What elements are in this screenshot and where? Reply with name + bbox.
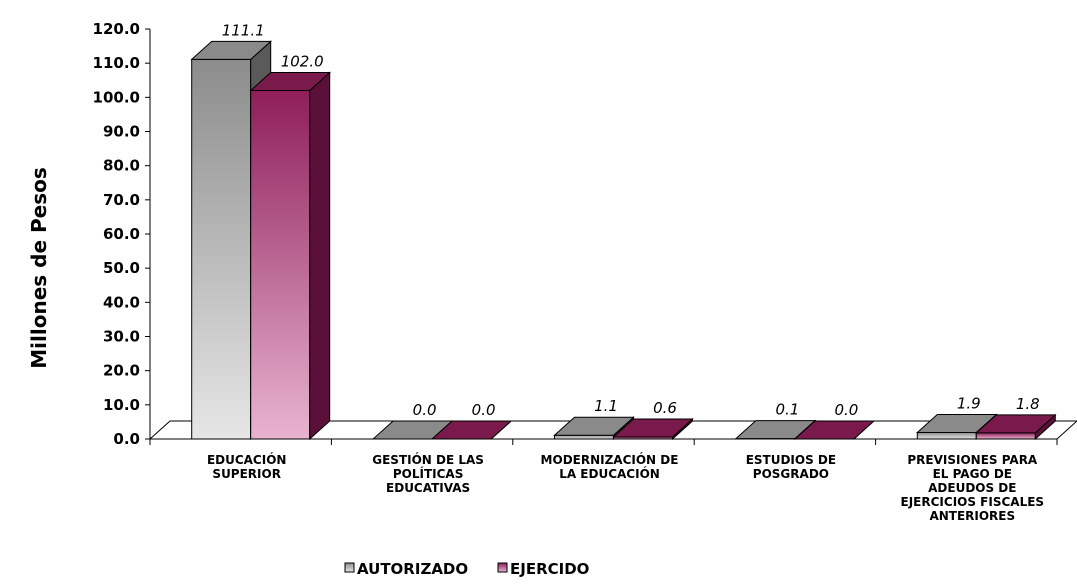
y-tick-label: 100.0 (93, 88, 140, 106)
category-label-line: GESTIÓN DE LAS (372, 452, 484, 467)
y-tick-label: 110.0 (93, 54, 140, 72)
legend: AUTORIZADO EJERCIDO (345, 560, 589, 578)
data-label: 0.0 (413, 401, 437, 419)
y-tick-label: 30.0 (103, 328, 140, 346)
y-tick-label: 90.0 (103, 123, 140, 141)
category-label-line: ANTERIORES (929, 509, 1015, 523)
data-label: 0.0 (472, 401, 496, 419)
data-label: 102.0 (281, 53, 324, 71)
bars (192, 41, 1056, 439)
data-label: 1.8 (1016, 395, 1040, 413)
data-label: 0.6 (653, 399, 677, 417)
y-tick-label: 0.0 (113, 430, 140, 448)
y-tick-label: 50.0 (103, 259, 140, 277)
y-tick-label: 120.0 (93, 20, 140, 38)
category-label-line: EDUCATIVAS (386, 481, 470, 495)
category-label-line: POSGRADO (753, 467, 829, 481)
legend-swatch-autorizado (345, 563, 354, 572)
data-labels: 111.1 102.0 0.0 0.0 1.1 0.6 0.1 0.0 1.9 1.8 (222, 21, 1040, 419)
data-label: 0.1 (775, 401, 799, 419)
category-label-line: PREVISIONES PARA (907, 453, 1038, 467)
category-label-line: LA EDUCACIÓN (559, 466, 660, 481)
y-tick-label: 80.0 (103, 157, 140, 175)
data-label: 1.9 (957, 395, 981, 413)
y-tick-label: 10.0 (103, 396, 140, 414)
legend-swatch-ejercido (498, 563, 507, 572)
bar-ejercido-front (976, 433, 1035, 439)
category-label-line: ADEUDOS DE (928, 481, 1016, 495)
category-label-line: POLÍTICAS (393, 466, 464, 481)
bar-autorizado-front (192, 59, 251, 439)
bar-autorizado-front (555, 435, 614, 439)
y-tick-label: 40.0 (103, 293, 140, 311)
y-tick-label: 60.0 (103, 225, 140, 243)
bar-ejercido-front (251, 91, 310, 440)
y-tick-label: 70.0 (103, 191, 140, 209)
data-label: 0.0 (834, 401, 858, 419)
category-label-line: EJERCICIOS FISCALES (901, 495, 1045, 509)
legend-label-ejercido: EJERCIDO (510, 560, 589, 578)
category-label-line: EL PAGO DE (933, 467, 1012, 481)
category-label-line: SUPERIOR (212, 467, 281, 481)
data-label: 111.1 (222, 21, 265, 39)
bar-ejercido-side (310, 73, 330, 440)
bar-autorizado-front (917, 433, 976, 439)
category-label-line: ESTUDIOS DE (746, 453, 836, 467)
legend-label-autorizado: AUTORIZADO (357, 560, 468, 578)
data-label: 1.1 (594, 397, 618, 415)
category-label-line: MODERNIZACIÓN DE (541, 452, 679, 467)
y-axis-title: Millones de Pesos (27, 167, 51, 369)
y-tick-label: 20.0 (103, 362, 140, 380)
category-label-line: EDUCACIÓN (207, 452, 287, 467)
